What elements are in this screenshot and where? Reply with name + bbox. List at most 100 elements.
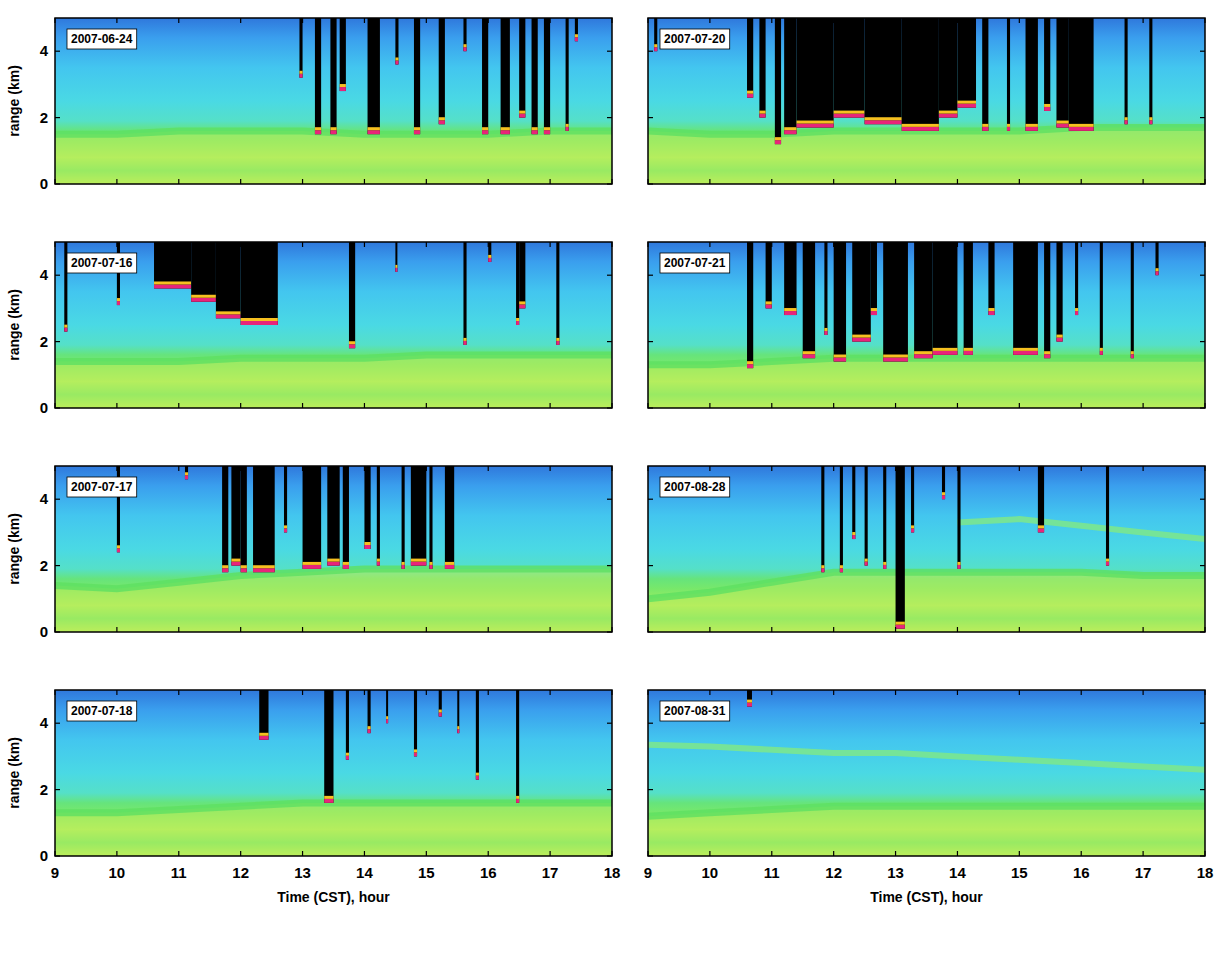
cloud-base	[865, 562, 868, 566]
x-tick	[364, 627, 365, 632]
boundary-layer	[648, 806, 1205, 856]
cloud	[476, 690, 479, 780]
cloud	[253, 466, 275, 572]
x-tick	[771, 179, 772, 184]
cloud-base-edge	[463, 338, 466, 341]
x-tick-top	[178, 18, 179, 23]
cloud	[463, 242, 466, 345]
elevated-layer	[957, 519, 1205, 539]
cloud-base	[1075, 311, 1078, 315]
panel-title-box	[67, 29, 137, 49]
x-tick	[771, 403, 772, 408]
x-tick-top	[364, 242, 365, 247]
x-tick-top	[488, 690, 489, 695]
x-tick-top	[488, 18, 489, 23]
cloud-base-edge	[957, 101, 976, 104]
frame	[648, 242, 1205, 408]
x-tick	[1019, 627, 1020, 632]
cloud-base	[349, 344, 355, 348]
panel-title-box	[660, 253, 730, 273]
cloud-base	[883, 565, 886, 569]
cloud	[957, 466, 960, 569]
y-tick	[55, 499, 60, 500]
x-tick-top	[1143, 690, 1144, 695]
panel-title: 2007-06-24	[71, 32, 133, 46]
x-tick	[1019, 179, 1020, 184]
x-tick-top	[178, 242, 179, 247]
y-tick	[648, 499, 653, 500]
cloud	[368, 18, 380, 134]
x-tick	[488, 403, 489, 408]
y-tick-label: 0	[40, 847, 48, 864]
cloud	[330, 18, 336, 134]
y-tick	[55, 341, 60, 342]
cloud-base-edge	[803, 351, 815, 354]
y-tick	[55, 117, 60, 118]
x-axis-title: Time (CST), hour	[870, 889, 983, 905]
cloud-base	[185, 475, 188, 479]
x-tick-top	[1019, 466, 1020, 471]
cloud-base	[516, 321, 519, 325]
cloud-base-edge	[349, 341, 355, 344]
cloud-base	[330, 130, 336, 134]
cloud-base-edge	[303, 562, 322, 565]
cloud-base-edge	[1056, 335, 1062, 338]
x-tick	[1204, 403, 1205, 408]
cloud-base-edge	[439, 117, 445, 120]
cloud-base-edge	[784, 308, 796, 311]
cloud-base	[216, 314, 241, 318]
cloud-base	[1106, 562, 1109, 566]
cloud	[933, 242, 958, 355]
cloud-base-edge	[457, 726, 459, 729]
cloud-base	[482, 130, 488, 134]
cloud-base-edge	[1026, 124, 1038, 127]
cloud	[852, 242, 871, 342]
cloud	[482, 18, 488, 134]
cloud-base-edge	[231, 559, 240, 562]
x-tick	[1143, 627, 1144, 632]
cloud	[259, 690, 268, 740]
x-tick-top	[302, 242, 303, 247]
cloud-base	[939, 114, 958, 118]
cloud-base-edge	[364, 542, 370, 545]
x-tick-top	[957, 466, 958, 471]
x-axis-title: Time (CST), hour	[277, 889, 390, 905]
cloud	[439, 690, 442, 717]
cloud-base-edge	[259, 733, 268, 736]
y-tick	[648, 117, 653, 118]
boundary-layer	[55, 355, 612, 408]
y-tick-label: 4	[40, 266, 49, 283]
panel-title-box	[660, 701, 730, 721]
cloud	[439, 18, 445, 124]
cloud-base-edge	[340, 84, 346, 87]
x-tick-top	[709, 466, 710, 471]
cloud	[942, 466, 945, 499]
cloud-base-edge	[942, 492, 945, 495]
y-tick-right	[607, 341, 612, 342]
cloud-base-edge	[154, 281, 191, 284]
cloud-base	[784, 311, 796, 315]
cloud	[1106, 466, 1109, 566]
cloud	[896, 466, 905, 629]
cloud-base-edge	[939, 111, 958, 114]
cloud-base-edge	[1038, 525, 1044, 528]
x-tick-top	[240, 18, 241, 23]
cloud-base-edge	[411, 559, 426, 562]
x-tick-top	[302, 18, 303, 23]
cloud	[982, 18, 988, 131]
x-tick-label: 10	[702, 864, 719, 881]
x-tick	[54, 627, 55, 632]
cloud-base-edge	[1044, 104, 1050, 107]
cloud-base	[463, 47, 466, 51]
x-tick	[178, 851, 179, 856]
cloud-base	[766, 304, 772, 308]
cloud	[654, 18, 657, 51]
cloud	[1069, 18, 1094, 131]
x-tick	[1143, 403, 1144, 408]
x-tick-top	[116, 242, 117, 247]
x-tick-label: 16	[1073, 864, 1090, 881]
cloud	[222, 466, 228, 572]
y-tick-label: 2	[40, 557, 48, 574]
cloud-base-edge	[414, 127, 420, 130]
cloud	[429, 466, 432, 569]
